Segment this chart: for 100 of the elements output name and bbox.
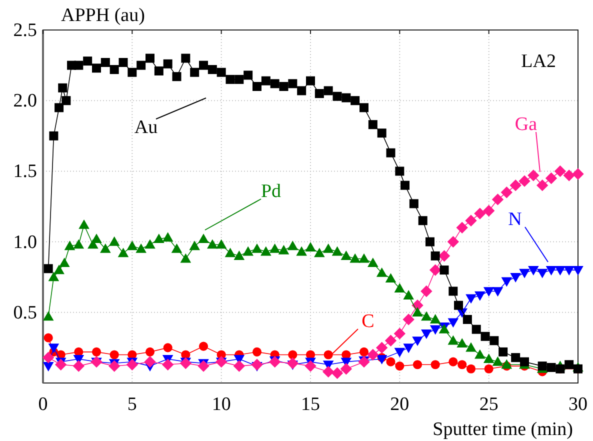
point [465, 214, 477, 226]
point [252, 347, 262, 356]
x-tick-label: 0 [38, 394, 48, 415]
point [118, 248, 129, 258]
point [510, 179, 522, 192]
point [359, 347, 369, 356]
point [242, 246, 254, 256]
point [350, 253, 360, 263]
y-axis-title: APPH (au) [61, 5, 145, 26]
point [42, 352, 54, 364]
point [448, 357, 458, 366]
point [322, 366, 334, 378]
point [500, 186, 513, 198]
point [456, 222, 468, 234]
point [162, 358, 174, 370]
point [269, 243, 280, 253]
point [171, 243, 182, 253]
annotation: LA2 [521, 51, 556, 72]
point [198, 360, 210, 372]
point [518, 175, 530, 187]
point [448, 318, 459, 328]
point [402, 314, 414, 326]
point [368, 258, 378, 268]
point [288, 350, 298, 360]
point [91, 234, 102, 244]
point [563, 170, 575, 182]
point [466, 364, 476, 374]
point [421, 311, 432, 321]
point [233, 360, 246, 372]
point [73, 239, 84, 249]
point [48, 272, 60, 282]
point [474, 208, 486, 220]
point [376, 267, 388, 277]
point [448, 335, 459, 345]
point [438, 250, 450, 262]
point [394, 282, 406, 292]
point [110, 350, 119, 360]
point [403, 344, 414, 354]
point [572, 266, 584, 276]
point [430, 325, 441, 335]
x-tick-label: 5 [127, 394, 137, 415]
point [322, 243, 334, 253]
point [42, 311, 54, 321]
point [331, 367, 344, 379]
point [72, 360, 85, 372]
point [144, 239, 156, 249]
point [501, 359, 512, 369]
series-label: C [362, 311, 374, 332]
point [367, 348, 379, 361]
x-tick-label: 10 [212, 394, 231, 415]
point [492, 356, 504, 366]
point [421, 330, 432, 339]
point [483, 354, 494, 364]
point [458, 360, 467, 370]
point [519, 268, 530, 278]
point [340, 363, 352, 375]
point [501, 277, 512, 287]
point [314, 248, 325, 258]
point [78, 219, 90, 229]
point [108, 236, 120, 246]
x-tick-label: 25 [479, 394, 498, 415]
point [394, 348, 406, 358]
point [64, 240, 76, 250]
point [163, 343, 172, 352]
point [545, 172, 558, 184]
point [412, 307, 423, 316]
y-tick-label: 1.5 [13, 161, 37, 182]
point [482, 204, 495, 217]
point [528, 266, 539, 276]
point [376, 342, 388, 354]
point [430, 314, 441, 324]
point [216, 239, 227, 249]
point [100, 243, 111, 253]
point [54, 264, 64, 274]
point [287, 240, 298, 250]
point [260, 246, 272, 256]
point [304, 360, 316, 372]
point [484, 364, 494, 374]
point [510, 273, 521, 282]
point [324, 350, 333, 360]
point [528, 170, 540, 182]
point [48, 344, 60, 354]
y-tick-label: 2.5 [13, 20, 37, 41]
point [136, 243, 146, 253]
point [412, 336, 423, 346]
point [447, 236, 460, 248]
point [126, 358, 138, 370]
point [546, 266, 557, 276]
point [536, 179, 548, 192]
point [429, 264, 442, 276]
point [474, 291, 486, 301]
point [358, 253, 370, 263]
point [474, 349, 486, 359]
point [394, 328, 406, 340]
point [180, 253, 192, 263]
point [340, 250, 352, 260]
x-axis-title: Sputter time (min) [432, 419, 573, 440]
point [492, 194, 504, 206]
x-tick-label: 30 [568, 394, 588, 415]
point [59, 258, 70, 268]
